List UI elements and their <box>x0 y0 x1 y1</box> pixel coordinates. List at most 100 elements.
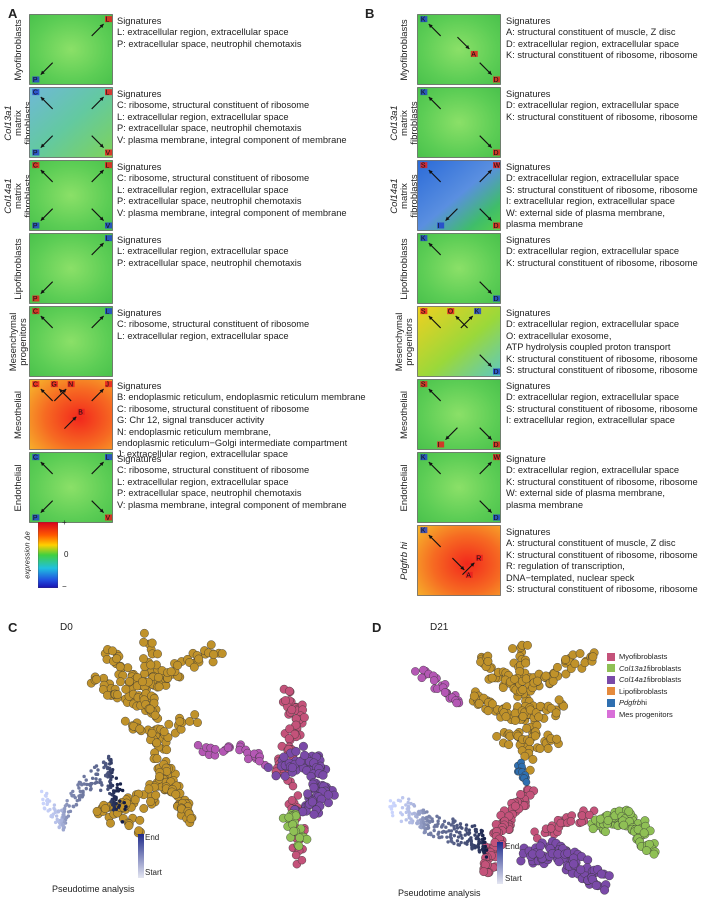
pseudotime-dot <box>470 824 474 829</box>
panel-label-d: D <box>372 620 382 635</box>
pseudotime-dot <box>455 823 459 828</box>
cell-dot <box>508 644 517 653</box>
cell-dot <box>528 755 538 764</box>
legend-swatch <box>607 675 615 684</box>
cell-dot <box>175 717 185 726</box>
cell-dot <box>173 660 182 670</box>
cell-dot <box>492 732 502 741</box>
cell-dot <box>152 738 162 748</box>
cell-dot <box>166 667 176 677</box>
signature-letter: L <box>106 163 110 170</box>
signature-item: I: extracellular region, extracellular s… <box>506 415 675 426</box>
signature-letter: C <box>33 309 38 316</box>
cell-dot <box>639 828 649 838</box>
pseudotime-dot <box>444 830 448 834</box>
pseudotime-dot <box>120 788 125 793</box>
signature-item: D: extracellular region, extracellular s… <box>506 173 680 184</box>
signature-letter: L <box>106 236 110 243</box>
signature-item: L: extracellular region, extracellular s… <box>117 476 289 487</box>
pseudotime-dot <box>88 788 93 792</box>
colorbar-zero: 0 <box>64 550 69 559</box>
signature-letter: P <box>33 296 38 303</box>
cell-dot <box>642 846 651 856</box>
signature-letter: B <box>78 409 83 416</box>
inset-start-d21: Start <box>505 874 522 883</box>
pseudotime-dot <box>392 801 396 805</box>
cell-dot <box>284 686 294 696</box>
pseudotime-dot <box>59 818 64 822</box>
cell-dot <box>287 705 297 715</box>
row-label-text: Col14a1 matrix fibroblasts <box>389 174 420 217</box>
pseudotime-dot <box>430 819 435 824</box>
pseudotime-dot <box>446 840 450 844</box>
pseudotime-dot <box>432 828 436 833</box>
row-label-a-1: Col13a1 matrix fibroblasts <box>3 87 34 159</box>
cell-dot <box>108 646 117 656</box>
pseudotime-dot <box>414 814 418 818</box>
signature-item: W: external side of plasma membrane, <box>506 488 665 499</box>
tree-plot-d21 <box>388 640 660 895</box>
signature-letter: D <box>494 442 499 449</box>
pseudotime-dot <box>444 825 448 829</box>
row-label-line: Endothelial <box>399 464 410 512</box>
pseudotime-dot <box>436 819 440 823</box>
cell-dot <box>429 676 439 685</box>
pseudotime-dot <box>101 760 106 765</box>
pseudotime-dot <box>480 829 484 833</box>
signature-heading: Signatures <box>117 16 162 26</box>
cell-dot <box>323 790 333 800</box>
colorbar: expression Δe + 0 − <box>22 518 92 591</box>
pseudotime-dot <box>419 823 424 827</box>
pseudotime-dot <box>98 778 102 782</box>
pseudotime-dot <box>474 844 478 848</box>
signature-letter: C <box>33 163 38 170</box>
signature-item: L: extracellular region, extracellular s… <box>117 184 289 195</box>
pseudotime-dot <box>117 803 122 808</box>
cluster-pdgfrb <box>514 758 531 786</box>
signature-letter: D <box>494 369 499 376</box>
pseudotime-dot <box>399 819 404 824</box>
pseudotime-dot <box>85 782 89 787</box>
inset-bar-d0 <box>138 834 144 878</box>
pseudotime-dot <box>118 782 123 786</box>
cell-dot <box>591 880 601 890</box>
pseudotime-dot <box>464 828 468 832</box>
pseudotime-dot <box>452 833 457 838</box>
signature-item: D: extracellular region, extracellular s… <box>506 319 680 330</box>
pseudotime-dot <box>463 841 467 845</box>
signature-list: Signatures A: structural constituent of m… <box>506 527 698 595</box>
signature-item: S: structural constituent of ribosome, r… <box>506 184 698 195</box>
pseudotime-dot <box>459 833 463 838</box>
signature-item: J: extracellular region, extracellular s… <box>117 449 289 460</box>
pseudotime-dot <box>449 829 454 833</box>
row-label-line: Myofibroblasts <box>13 19 24 81</box>
pseudotime-dot <box>114 776 119 780</box>
pseudotime-dot <box>89 769 93 773</box>
signature-letter: R <box>476 555 481 562</box>
pseudotime-dot <box>396 798 401 803</box>
pseudotime-dot <box>115 786 119 790</box>
cell-dot <box>600 885 610 895</box>
pseudotime-dot <box>467 838 472 842</box>
cell-dot <box>294 841 304 851</box>
cell-dot <box>154 682 164 692</box>
signature-item: N: endoplasmic reticulum membrane, <box>117 426 271 437</box>
cell-dot <box>318 770 328 780</box>
row-label-line: progenitors <box>18 318 29 366</box>
pseudotime-dot <box>55 817 59 822</box>
pseudotime-dot <box>57 825 61 829</box>
cluster-col13a1 <box>278 809 312 851</box>
signature-item: W: external side of plasma membrane, <box>506 207 665 218</box>
cell-dot <box>561 655 570 664</box>
cell-dot <box>552 734 562 744</box>
signature-letter: I <box>438 223 440 230</box>
cell-dot <box>525 765 535 775</box>
som-heatmap: KD <box>417 233 501 304</box>
signature-list: Signatures D: extracellular region, extra… <box>506 235 698 269</box>
cell-dot <box>575 649 585 658</box>
signature-letter: I <box>438 442 440 449</box>
pseudotime-dot <box>63 804 68 808</box>
pseudotime-dot <box>62 814 66 819</box>
pseudotime-dot <box>428 831 433 835</box>
